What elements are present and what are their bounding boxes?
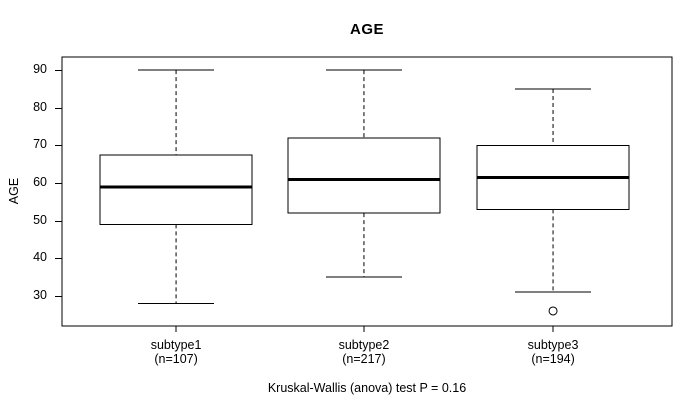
y-axis-tick-label: 60 xyxy=(33,175,47,190)
y-axis-tick-label: 80 xyxy=(33,99,47,114)
plot-border xyxy=(61,56,673,327)
x-axis-group-label: subtype2 (n=217) xyxy=(294,338,434,366)
stat-test-caption: Kruskal-Wallis (anova) test P = 0.16 xyxy=(267,381,467,395)
group-count-label: (n=107) xyxy=(154,351,198,366)
outlier-point xyxy=(548,306,558,316)
iqr-box xyxy=(99,154,253,225)
iqr-box xyxy=(287,137,441,214)
y-axis-tick-label: 90 xyxy=(33,62,47,77)
group-name-label: subtype3 xyxy=(527,338,579,352)
y-axis-tick-label: 50 xyxy=(33,212,47,227)
y-axis-tick-label: 30 xyxy=(33,287,47,302)
group-count-label: (n=194) xyxy=(531,351,575,366)
x-axis-group-label: subtype1 (n=107) xyxy=(106,338,246,366)
chart-title: AGE xyxy=(349,21,384,38)
y-axis-tick-label: 70 xyxy=(33,137,47,152)
group-count-label: (n=217) xyxy=(342,351,386,366)
x-axis-group-label: subtype3 (n=194) xyxy=(483,338,623,366)
group-name-label: subtype1 xyxy=(150,338,202,352)
y-axis-tick-label: 40 xyxy=(33,250,47,265)
group-name-label: subtype2 xyxy=(338,338,390,352)
